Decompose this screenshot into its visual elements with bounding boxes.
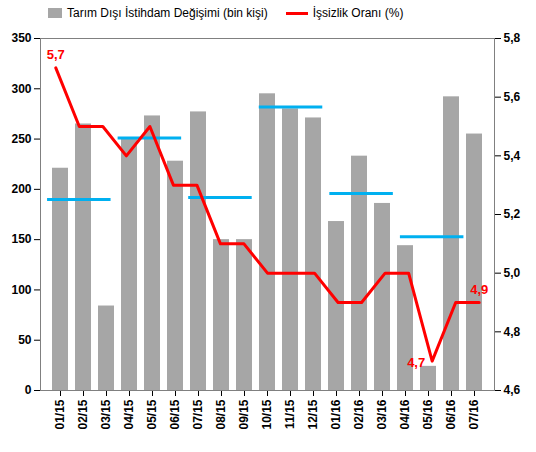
svg-text:11/15: 11/15 bbox=[283, 399, 297, 429]
svg-text:200: 200 bbox=[11, 182, 31, 196]
svg-text:06/15: 06/15 bbox=[168, 399, 182, 429]
svg-text:5,7: 5,7 bbox=[47, 47, 65, 62]
html-text:Tarım Dışı İstihdam Değişimi (: Tarım Dışı İstihdam Değişimi (bin kişi) bbox=[67, 6, 268, 20]
svg-text:09/15: 09/15 bbox=[237, 399, 251, 429]
svg-text:0: 0 bbox=[25, 383, 32, 397]
html-text:İşsizlik Oranı (%): İşsizlik Oranı (%) bbox=[312, 6, 404, 20]
svg-text:4,6: 4,6 bbox=[504, 383, 521, 397]
svg-text:08/15: 08/15 bbox=[214, 399, 228, 429]
svg-text:02/15: 02/15 bbox=[76, 399, 90, 429]
svg-text:04/15: 04/15 bbox=[122, 399, 136, 429]
svg-text:50: 50 bbox=[18, 333, 32, 347]
svg-text:4,8: 4,8 bbox=[504, 325, 521, 339]
svg-text:07/16: 07/16 bbox=[467, 399, 481, 429]
svg-text:12/15: 12/15 bbox=[306, 399, 320, 429]
svg-text:05/15: 05/15 bbox=[145, 399, 159, 429]
svg-text:5,8: 5,8 bbox=[504, 31, 521, 45]
svg-text:4,7: 4,7 bbox=[407, 355, 425, 370]
svg-text:01/15: 01/15 bbox=[53, 399, 67, 429]
svg-text:05/16: 05/16 bbox=[421, 399, 435, 429]
svg-text:350: 350 bbox=[11, 31, 31, 45]
svg-text:5,6: 5,6 bbox=[504, 90, 521, 104]
svg-text:10/15: 10/15 bbox=[260, 399, 274, 429]
svg-text:5,4: 5,4 bbox=[504, 149, 521, 163]
svg-text:07/15: 07/15 bbox=[191, 399, 205, 429]
svg-text:300: 300 bbox=[11, 82, 31, 96]
svg-text:100: 100 bbox=[11, 283, 31, 297]
svg-text:04/16: 04/16 bbox=[398, 399, 412, 429]
svg-text:4,9: 4,9 bbox=[470, 282, 488, 297]
svg-text:250: 250 bbox=[11, 132, 31, 146]
svg-text:03/15: 03/15 bbox=[99, 399, 113, 429]
svg-text:5,2: 5,2 bbox=[504, 207, 521, 221]
svg-text:5,0: 5,0 bbox=[504, 266, 521, 280]
svg-text:150: 150 bbox=[11, 232, 31, 246]
svg-text:02/16: 02/16 bbox=[352, 399, 366, 429]
svg-text:03/16: 03/16 bbox=[375, 399, 389, 429]
svg-text:06/16: 06/16 bbox=[444, 399, 458, 429]
svg-text:01/16: 01/16 bbox=[329, 399, 343, 429]
